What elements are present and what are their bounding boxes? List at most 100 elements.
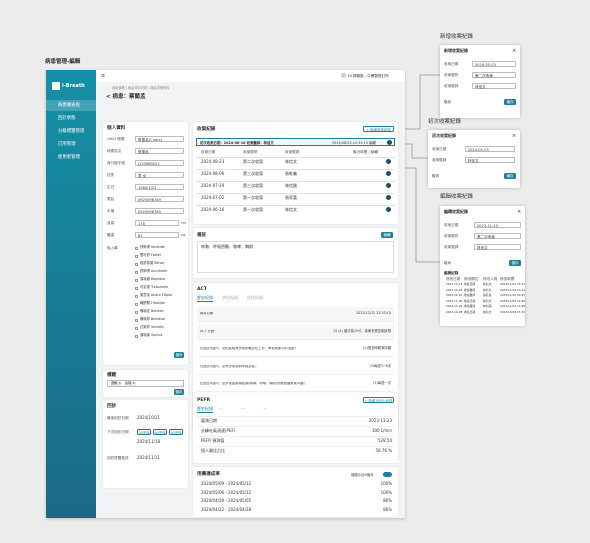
tab[interactable]: 歷史紀錄 (197, 295, 213, 302)
close-icon[interactable]: × (517, 209, 522, 215)
menu-item[interactable]: 病患儀表板 (46, 100, 96, 111)
pefr-label: 尖峰吐氣流速(PEF) (201, 428, 236, 433)
history-cell: 2023-11-05 (446, 298, 463, 303)
field-input[interactable]: 2024-05-03 (472, 61, 516, 67)
checkbox[interactable] (135, 271, 138, 274)
field-input[interactable]: 2024-05-23 (464, 146, 516, 152)
edit-icon[interactable] (387, 140, 392, 145)
act-answer: (3)每週3~6次 (369, 363, 391, 368)
checkbox[interactable] (135, 319, 138, 322)
checkbox[interactable] (135, 255, 138, 258)
save-button[interactable]: 儲存 (174, 352, 184, 358)
edit-icon[interactable] (386, 171, 391, 176)
cancel-button[interactable]: 取消 (444, 100, 451, 104)
edit-icon[interactable] (386, 207, 391, 212)
cancel-button[interactable]: 取消 (432, 174, 439, 178)
field-input[interactable]: J120980022 (135, 160, 184, 166)
save-button[interactable]: 儲存 (509, 260, 521, 266)
row-divider (196, 157, 395, 158)
save-button[interactable]: 儲存 (504, 99, 516, 105)
field-input[interactable]: 0925096789 (135, 196, 184, 202)
close-icon[interactable]: × (512, 48, 517, 54)
close-icon[interactable]: × (512, 133, 517, 139)
menu-item[interactable]: 回診狀態 (46, 113, 96, 124)
edit-icon[interactable] (386, 183, 391, 188)
field-input[interactable]: 1980/1/23 (135, 184, 184, 190)
field-input[interactable]: 2023-11-23 (474, 222, 521, 228)
row-divider (197, 416, 394, 417)
history-header: 修改人員 (483, 277, 498, 281)
tab[interactable]: 一 (219, 406, 223, 411)
checkbox[interactable] (135, 279, 138, 282)
first-info: 初次收案日期：2024-06-16 收案醫師：林信文 (200, 141, 274, 145)
add-button[interactable]: + 新增 PEFR 紀錄 (363, 397, 394, 403)
option-button[interactable]: 90天後 (169, 429, 183, 435)
drug-name: 可定諾 Turbuhaler (140, 285, 169, 289)
card-title: 用藥達成率 (197, 472, 220, 477)
profile-card: 個人資料 UHID 號碼 蔡蘭孟(Cuorx) 病患姓名 蔡蘭孟 身分證字號 J120980… (103, 122, 188, 365)
save-button[interactable]: 儲存 (504, 173, 516, 179)
menu-label: 回診狀態 (58, 116, 76, 121)
card-title: 收案紀錄 (197, 127, 216, 132)
drug-name: 雙可舒 Foster (140, 253, 162, 257)
field-input[interactable]: 林信文 (474, 244, 521, 250)
field-label: 手機 (107, 209, 115, 213)
field-input[interactable]: 82 (135, 232, 179, 238)
history-cell: 收案醫院 (464, 304, 476, 308)
history-cell: 林信文 (483, 309, 492, 314)
checkbox[interactable] (135, 335, 138, 338)
card-title: 個人資料 (107, 126, 126, 131)
card-title: PEFR (197, 398, 211, 403)
tab[interactable]: 歷史紀錄 (197, 406, 213, 413)
checkbox[interactable] (135, 311, 138, 314)
add-button[interactable]: + 新增收案紀錄 (363, 126, 394, 132)
save-button[interactable]: 儲存 (174, 389, 184, 395)
history-cell: 2023/11/18 10:12 (500, 287, 526, 292)
field-input[interactable]: 林信文 (464, 157, 516, 163)
field-input[interactable]: 178 (135, 220, 179, 226)
history-cell: 張乾義 (483, 293, 492, 297)
field-label: 收案醫師 (444, 245, 459, 249)
field-input[interactable]: 林信文 (472, 83, 516, 89)
act-row: 填寫日期 2023/12/22 23:53:15 (197, 307, 394, 322)
table-cell: 林信文 (285, 207, 297, 212)
field-input[interactable]: 男 女 (135, 172, 184, 178)
checkbox[interactable] (135, 303, 138, 306)
option-button[interactable]: 30天後 (137, 429, 151, 435)
option-button[interactable]: 60天後 (153, 429, 167, 435)
history-cell: 2023/11/23 16:33 (500, 282, 526, 286)
tab[interactable]: 評估紀錄 (247, 295, 263, 300)
field-input[interactable]: 0925096789 (135, 208, 184, 214)
menu-icon[interactable]: ≡ (101, 73, 106, 79)
tag-box: 過敏 × 氣喘 × (107, 380, 184, 387)
edit-icon[interactable] (386, 159, 391, 164)
toggle[interactable] (383, 472, 392, 477)
dialog: 初次收案紀錄 × 收案日期 2024-05-23 收案醫師 林信文 取消 儲存 (428, 130, 520, 188)
edit-button[interactable]: 編輯 (381, 232, 393, 238)
checkbox[interactable] (135, 263, 138, 266)
checkbox[interactable] (135, 327, 138, 330)
tab[interactable]: 一 (241, 406, 245, 411)
edit-icon[interactable] (386, 195, 391, 200)
checkbox[interactable] (135, 295, 138, 298)
field-label: 收案醫院 (444, 73, 459, 77)
field-input[interactable]: 第二次收案 (472, 72, 516, 78)
callout-label: 初次收案紀錄 (428, 119, 462, 125)
menu-item[interactable]: 使用者管理 (46, 152, 96, 163)
field-input[interactable]: 蔡蘭孟 (135, 148, 184, 154)
tab[interactable]: 評估紀錄 (222, 295, 238, 300)
toggle-label: 僅顯示近6個月 (351, 473, 374, 477)
adherence-period: 2024/04/22 - 2024/04/28 (201, 506, 252, 512)
field-input[interactable]: 第二次收案 (474, 233, 521, 239)
tab[interactable]: 一 (263, 406, 267, 411)
pefr-label: 量測日期 (201, 418, 217, 423)
checkbox[interactable] (135, 247, 138, 250)
pefr-label: 個人最佳占比 (201, 448, 225, 453)
menu-item[interactable]: 分級標籤管理 (46, 126, 96, 137)
checkbox[interactable] (135, 287, 138, 290)
cancel-button[interactable]: 取消 (444, 261, 451, 265)
field-input[interactable]: 蔡蘭孟(Cuorx) (135, 136, 184, 142)
menu-item[interactable]: 訂所管理 (46, 139, 96, 150)
act-question: 在過去4週內，您有多常感到呼吸急促？ (200, 364, 259, 368)
act-question: 填寫日期 (200, 312, 214, 315)
